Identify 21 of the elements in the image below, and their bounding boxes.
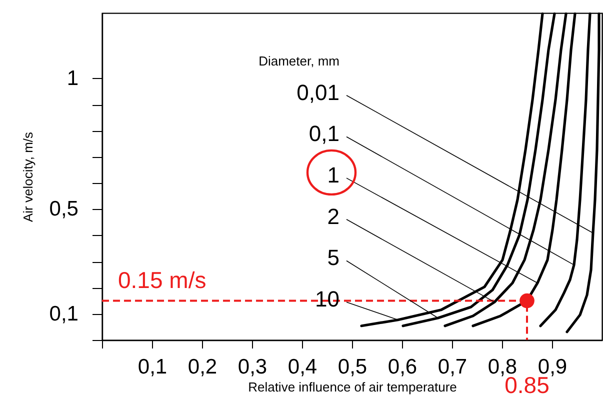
x-tick-label: 0,4 [288, 356, 318, 378]
x-axis-title: Relative influence of air temperature [248, 380, 457, 394]
x-tick-label: 0,7 [438, 356, 468, 378]
text: 0,1 [308, 121, 340, 146]
text: 2 [327, 204, 340, 229]
text: 5 [327, 245, 340, 270]
x-tick-label: 0,2 [188, 356, 218, 378]
text: 0,01 [296, 80, 340, 105]
y-tick-label: 0,1 [49, 302, 78, 326]
x-tick-label: 0,9 [538, 356, 568, 378]
x-tick-label: 0,5 [338, 356, 368, 378]
y-tick-label: 1 [66, 66, 78, 90]
x-tick-label: 0,3 [238, 356, 268, 378]
y-axis-title: Air velocity, m/s [20, 131, 36, 222]
x-tick-label: 0,1 [138, 356, 168, 378]
x-tick-label: 0,6 [388, 356, 418, 378]
y-tick-label: 0,5 [49, 198, 78, 221]
text: 1 [327, 162, 340, 188]
x-tick-label: 0,8 [488, 356, 518, 378]
legend-title: Diameter, mm [258, 53, 340, 68]
annotation: 0.15 m/s [118, 266, 206, 293]
